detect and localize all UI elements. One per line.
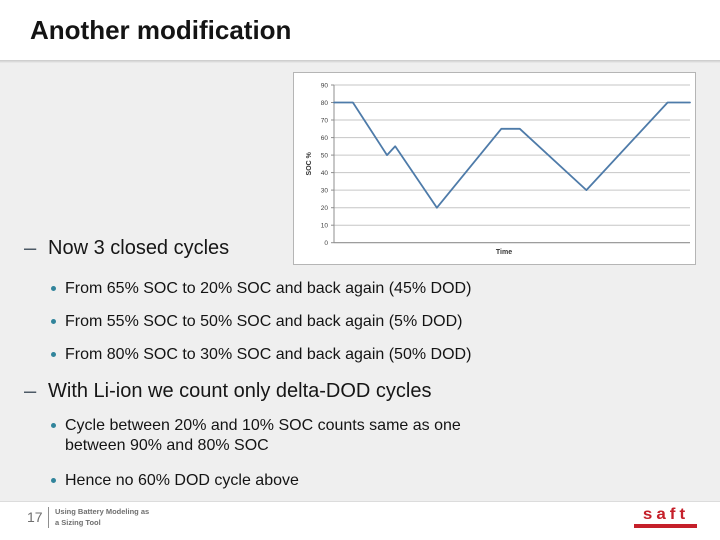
slide-header: Another modification: [0, 0, 720, 60]
svg-text:30: 30: [321, 188, 329, 195]
footer-caption: Using Battery Modeling as a Sizing Tool: [55, 507, 149, 528]
bullet-dot-icon: [51, 286, 56, 291]
section-heading-closed-cycles: – Now 3 closed cycles: [24, 236, 229, 260]
page-number: 17: [27, 509, 43, 525]
svg-text:SOC %: SOC %: [306, 151, 313, 175]
bullet-dot-icon: [51, 423, 56, 428]
soc-line-chart-svg: 0 10 20 30 40 50 60 70 80 90 SOC % Time: [306, 82, 691, 256]
svg-text:80: 80: [321, 100, 329, 107]
bullet-text: From 80% SOC to 30% SOC and back again (…: [65, 346, 472, 363]
svg-text:50: 50: [321, 153, 329, 160]
bullet-item: Cycle between 20% and 10% SOC counts sam…: [51, 416, 525, 455]
dash-bullet-icon: –: [24, 378, 37, 403]
bullet-dot-icon: [51, 319, 56, 324]
section-heading-text: Now 3 closed cycles: [48, 237, 230, 259]
svg-text:60: 60: [321, 135, 329, 142]
bullet-text: Cycle between 20% and 10% SOC counts sam…: [65, 417, 461, 454]
saft-logo: saft: [634, 505, 698, 528]
bullet-text: From 65% SOC to 20% SOC and back again (…: [65, 280, 472, 297]
header-divider: [0, 60, 720, 63]
saft-logo-wordmark: saft: [642, 505, 690, 523]
dash-bullet-icon: –: [24, 235, 37, 260]
footer-caption-line2: a Sizing Tool: [55, 517, 101, 527]
bullet-item: From 65% SOC to 20% SOC and back again (…: [51, 279, 471, 299]
bullet-item: Hence no 60% DOD cycle above: [51, 471, 299, 491]
slide-footer: 17 Using Battery Modeling as a Sizing To…: [0, 501, 720, 540]
section-heading-text: With Li-ion we count only delta-DOD cycl…: [48, 380, 432, 402]
svg-text:90: 90: [321, 82, 329, 89]
bullet-dot-icon: [51, 478, 56, 483]
svg-text:20: 20: [321, 205, 329, 212]
section-heading-delta-dod: – With Li-ion we count only delta-DOD cy…: [24, 379, 431, 403]
slide-title: Another modification: [30, 15, 292, 45]
footer-caption-line1: Using Battery Modeling as: [55, 507, 150, 516]
soc-time-chart: 0 10 20 30 40 50 60 70 80 90 SOC % Time: [293, 72, 696, 265]
saft-logo-bar: [634, 524, 697, 528]
bullet-text: Hence no 60% DOD cycle above: [65, 472, 299, 489]
svg-text:40: 40: [321, 170, 329, 177]
svg-text:10: 10: [321, 223, 329, 230]
bullet-dot-icon: [51, 352, 56, 357]
bullet-item: From 55% SOC to 50% SOC and back again (…: [51, 312, 463, 332]
footer-separator: [48, 507, 49, 528]
svg-text:0: 0: [324, 240, 328, 247]
bullet-text: From 55% SOC to 50% SOC and back again (…: [65, 313, 463, 330]
svg-text:70: 70: [321, 117, 329, 124]
bullet-item: From 80% SOC to 30% SOC and back again (…: [51, 345, 471, 365]
svg-text:Time: Time: [496, 249, 512, 256]
